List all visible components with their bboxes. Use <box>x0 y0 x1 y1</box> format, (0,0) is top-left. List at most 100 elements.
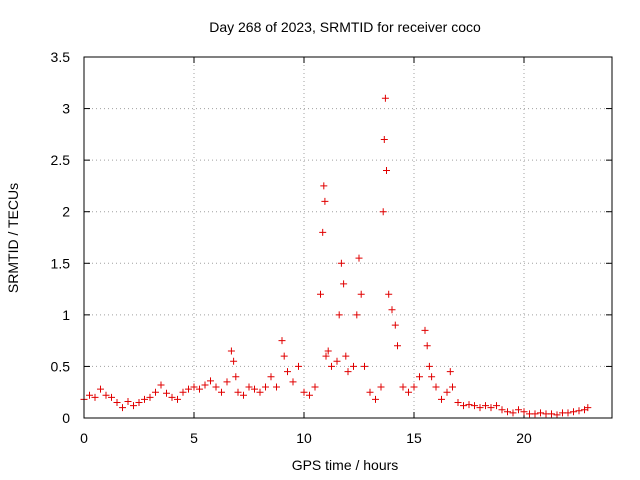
data-point <box>553 411 561 419</box>
data-point <box>353 311 361 319</box>
data-point <box>350 362 357 370</box>
data-point <box>130 402 137 410</box>
data-point <box>515 406 522 414</box>
data-point <box>322 352 330 360</box>
data-point <box>438 395 445 403</box>
data-point <box>377 383 385 391</box>
y-tick-label: 3 <box>62 101 70 117</box>
data-point <box>223 378 231 386</box>
data-point <box>300 388 308 396</box>
data-point <box>504 408 511 416</box>
data-point <box>284 368 291 376</box>
data-point <box>446 368 454 376</box>
data-point <box>340 280 348 288</box>
data-point <box>520 408 528 416</box>
data-point <box>185 385 192 393</box>
data-point <box>575 407 583 415</box>
data-point <box>320 182 328 190</box>
data-point <box>357 290 365 298</box>
data-point <box>289 378 297 386</box>
data-point <box>509 409 517 417</box>
data-point <box>355 254 363 262</box>
data-point <box>443 388 451 396</box>
data-point <box>421 326 429 334</box>
data-point <box>428 373 436 381</box>
data-point <box>207 377 214 385</box>
data-point <box>498 406 506 414</box>
data-point <box>388 306 396 314</box>
data-point <box>482 402 489 410</box>
y-tick-label: 1 <box>62 307 70 323</box>
data-point <box>267 373 275 381</box>
data-point <box>135 399 143 407</box>
data-point <box>146 393 154 401</box>
data-point <box>335 311 343 319</box>
data-point <box>113 399 121 407</box>
y-tick-label: 2 <box>62 204 70 220</box>
data-point <box>295 362 302 370</box>
data-point <box>570 408 577 416</box>
data-point <box>190 383 198 391</box>
x-tick-label: 15 <box>406 430 422 446</box>
data-point <box>391 321 399 329</box>
data-point <box>230 357 238 365</box>
data-point <box>410 383 418 391</box>
data-point <box>399 383 407 391</box>
data-point <box>379 208 387 216</box>
x-tick-label: 10 <box>296 430 312 446</box>
chart-title: Day 268 of 2023, SRMTID for receiver coc… <box>209 19 481 35</box>
data-point <box>212 383 220 391</box>
data-point <box>564 409 572 417</box>
data-point <box>342 352 350 360</box>
data-point <box>124 397 132 405</box>
data-point <box>584 404 592 412</box>
data-point <box>385 290 393 298</box>
y-tick-label: 0.5 <box>51 358 71 374</box>
data-point <box>372 395 379 403</box>
y-axis-label: SRMTID / TECUs <box>5 183 21 293</box>
data-point <box>324 347 332 355</box>
data-point <box>218 388 225 396</box>
data-point <box>86 391 93 399</box>
data-point <box>328 362 335 370</box>
data-point <box>152 388 159 396</box>
data-point <box>366 388 374 396</box>
x-axis-label: GPS time / hours <box>292 457 399 473</box>
data-point <box>311 383 319 391</box>
data-point <box>449 383 456 391</box>
data-point <box>234 388 242 396</box>
y-tick-label: 1.5 <box>51 255 71 271</box>
data-point <box>97 385 104 393</box>
data-point <box>405 388 412 396</box>
data-point <box>262 383 269 391</box>
axis-ticks: 0 5 10 15 20 0 0.5 1 1.5 2 2.5 3 3.5 <box>51 49 612 446</box>
data-point <box>91 393 99 401</box>
data-point <box>460 402 467 410</box>
data-point <box>102 391 110 399</box>
data-point <box>196 385 203 393</box>
data-point <box>471 402 478 410</box>
data-point <box>487 404 495 412</box>
data-point <box>201 381 209 389</box>
data-point <box>381 94 389 102</box>
data-point <box>548 410 555 418</box>
data-point <box>306 391 313 399</box>
y-tick-label: 3.5 <box>51 49 71 65</box>
data-point <box>423 342 431 350</box>
data-point <box>416 373 423 381</box>
data-point <box>227 347 235 355</box>
data-point <box>380 136 388 144</box>
x-tick-label: 5 <box>190 430 198 446</box>
data-point <box>432 383 440 391</box>
data-point <box>256 388 264 396</box>
data-point <box>361 362 368 370</box>
data-point <box>317 290 324 298</box>
data-point <box>168 393 176 401</box>
data-point <box>344 368 352 376</box>
data-point <box>273 383 280 391</box>
data-point <box>321 197 329 205</box>
data-point <box>425 362 433 370</box>
y-tick-label: 2.5 <box>51 152 71 168</box>
data-point <box>280 352 288 360</box>
